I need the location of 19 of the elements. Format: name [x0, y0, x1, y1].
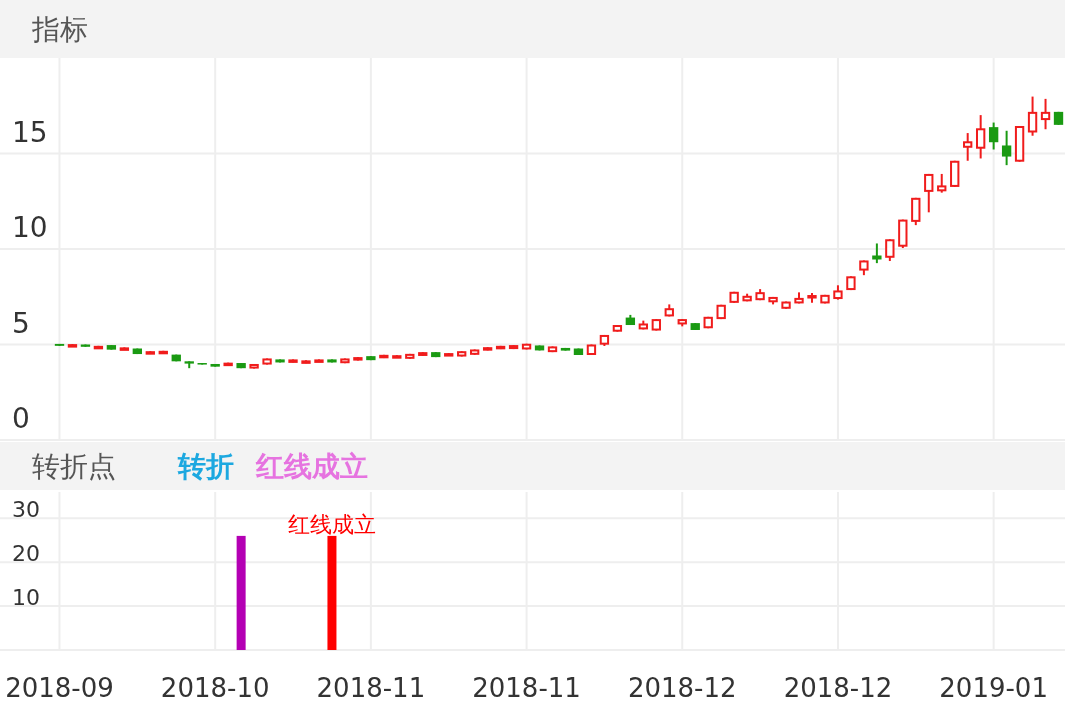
text: 红线成立: [255, 450, 368, 483]
y-tick-label: 10: [12, 585, 40, 611]
y-tick-label: 5: [12, 306, 30, 340]
x-tick-label: 2018-11: [316, 673, 426, 703]
y-tick-label: 20: [12, 541, 40, 567]
x-tick-label: 2018-11: [472, 673, 581, 703]
chart-title: 指标: [31, 13, 88, 46]
annotation: 红线成立: [287, 511, 376, 537]
x-tick-label: 2019-01: [939, 673, 1048, 703]
y-tick-label: 0: [12, 402, 30, 435]
text: 转折: [177, 450, 234, 483]
y-tick-label: 30: [12, 497, 40, 523]
y-tick-label: 15: [12, 115, 48, 149]
x-tick-label: 2018-10: [160, 673, 270, 703]
x-tick-label: 2018-12: [627, 673, 737, 703]
x-tick-label: 2018-12: [783, 673, 893, 703]
chart-title: 转折点: [32, 450, 116, 483]
y-tick-label: 10: [12, 211, 48, 244]
x-tick-label: 2018-09: [5, 673, 114, 703]
